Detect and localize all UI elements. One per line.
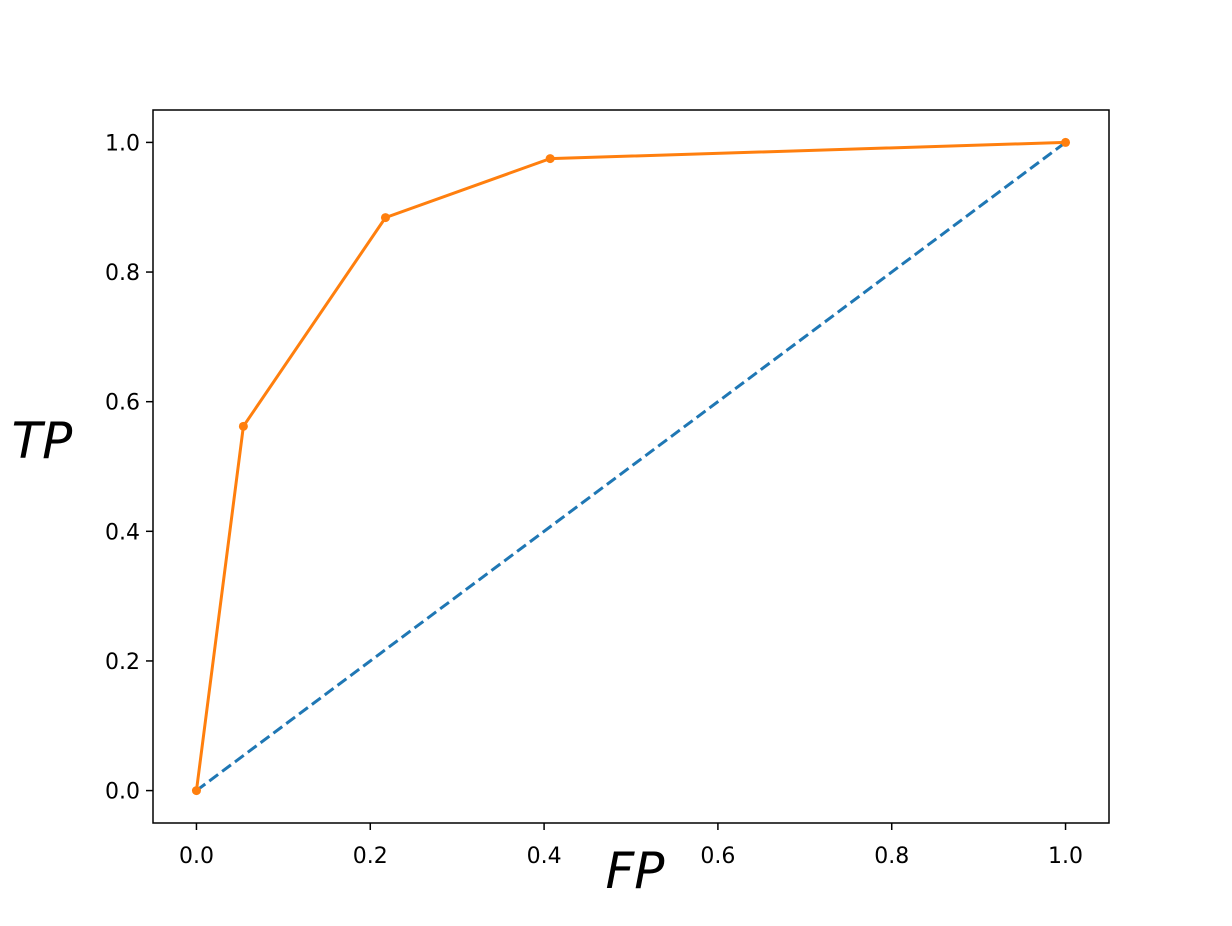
x-tick-label: 0.6: [700, 844, 735, 869]
y-tick-label: 0.4: [105, 520, 140, 545]
plot-frame: [152, 109, 1110, 824]
point: [238, 421, 248, 431]
point: [545, 154, 555, 164]
x-tick-label: 1.0: [1048, 844, 1083, 869]
point: [1061, 137, 1071, 147]
y-tick-label: 1.0: [105, 131, 140, 156]
x-tick-label: 0.2: [353, 844, 388, 869]
x-tick-label: 0.8: [874, 844, 909, 869]
y-axis-label: TP: [12, 412, 74, 470]
x-tick-label: 0.0: [179, 844, 214, 869]
y-tick-label: 0.0: [105, 780, 140, 805]
point: [191, 786, 201, 796]
point: [380, 213, 390, 223]
series-line: [195, 141, 1067, 792]
y-tick-label: 0.6: [105, 391, 140, 416]
x-axis-label: FP: [606, 842, 666, 900]
y-tick-label: 0.2: [105, 650, 140, 675]
y-tick-label: 0.8: [105, 261, 140, 286]
x-tick-label: 0.4: [527, 844, 562, 869]
